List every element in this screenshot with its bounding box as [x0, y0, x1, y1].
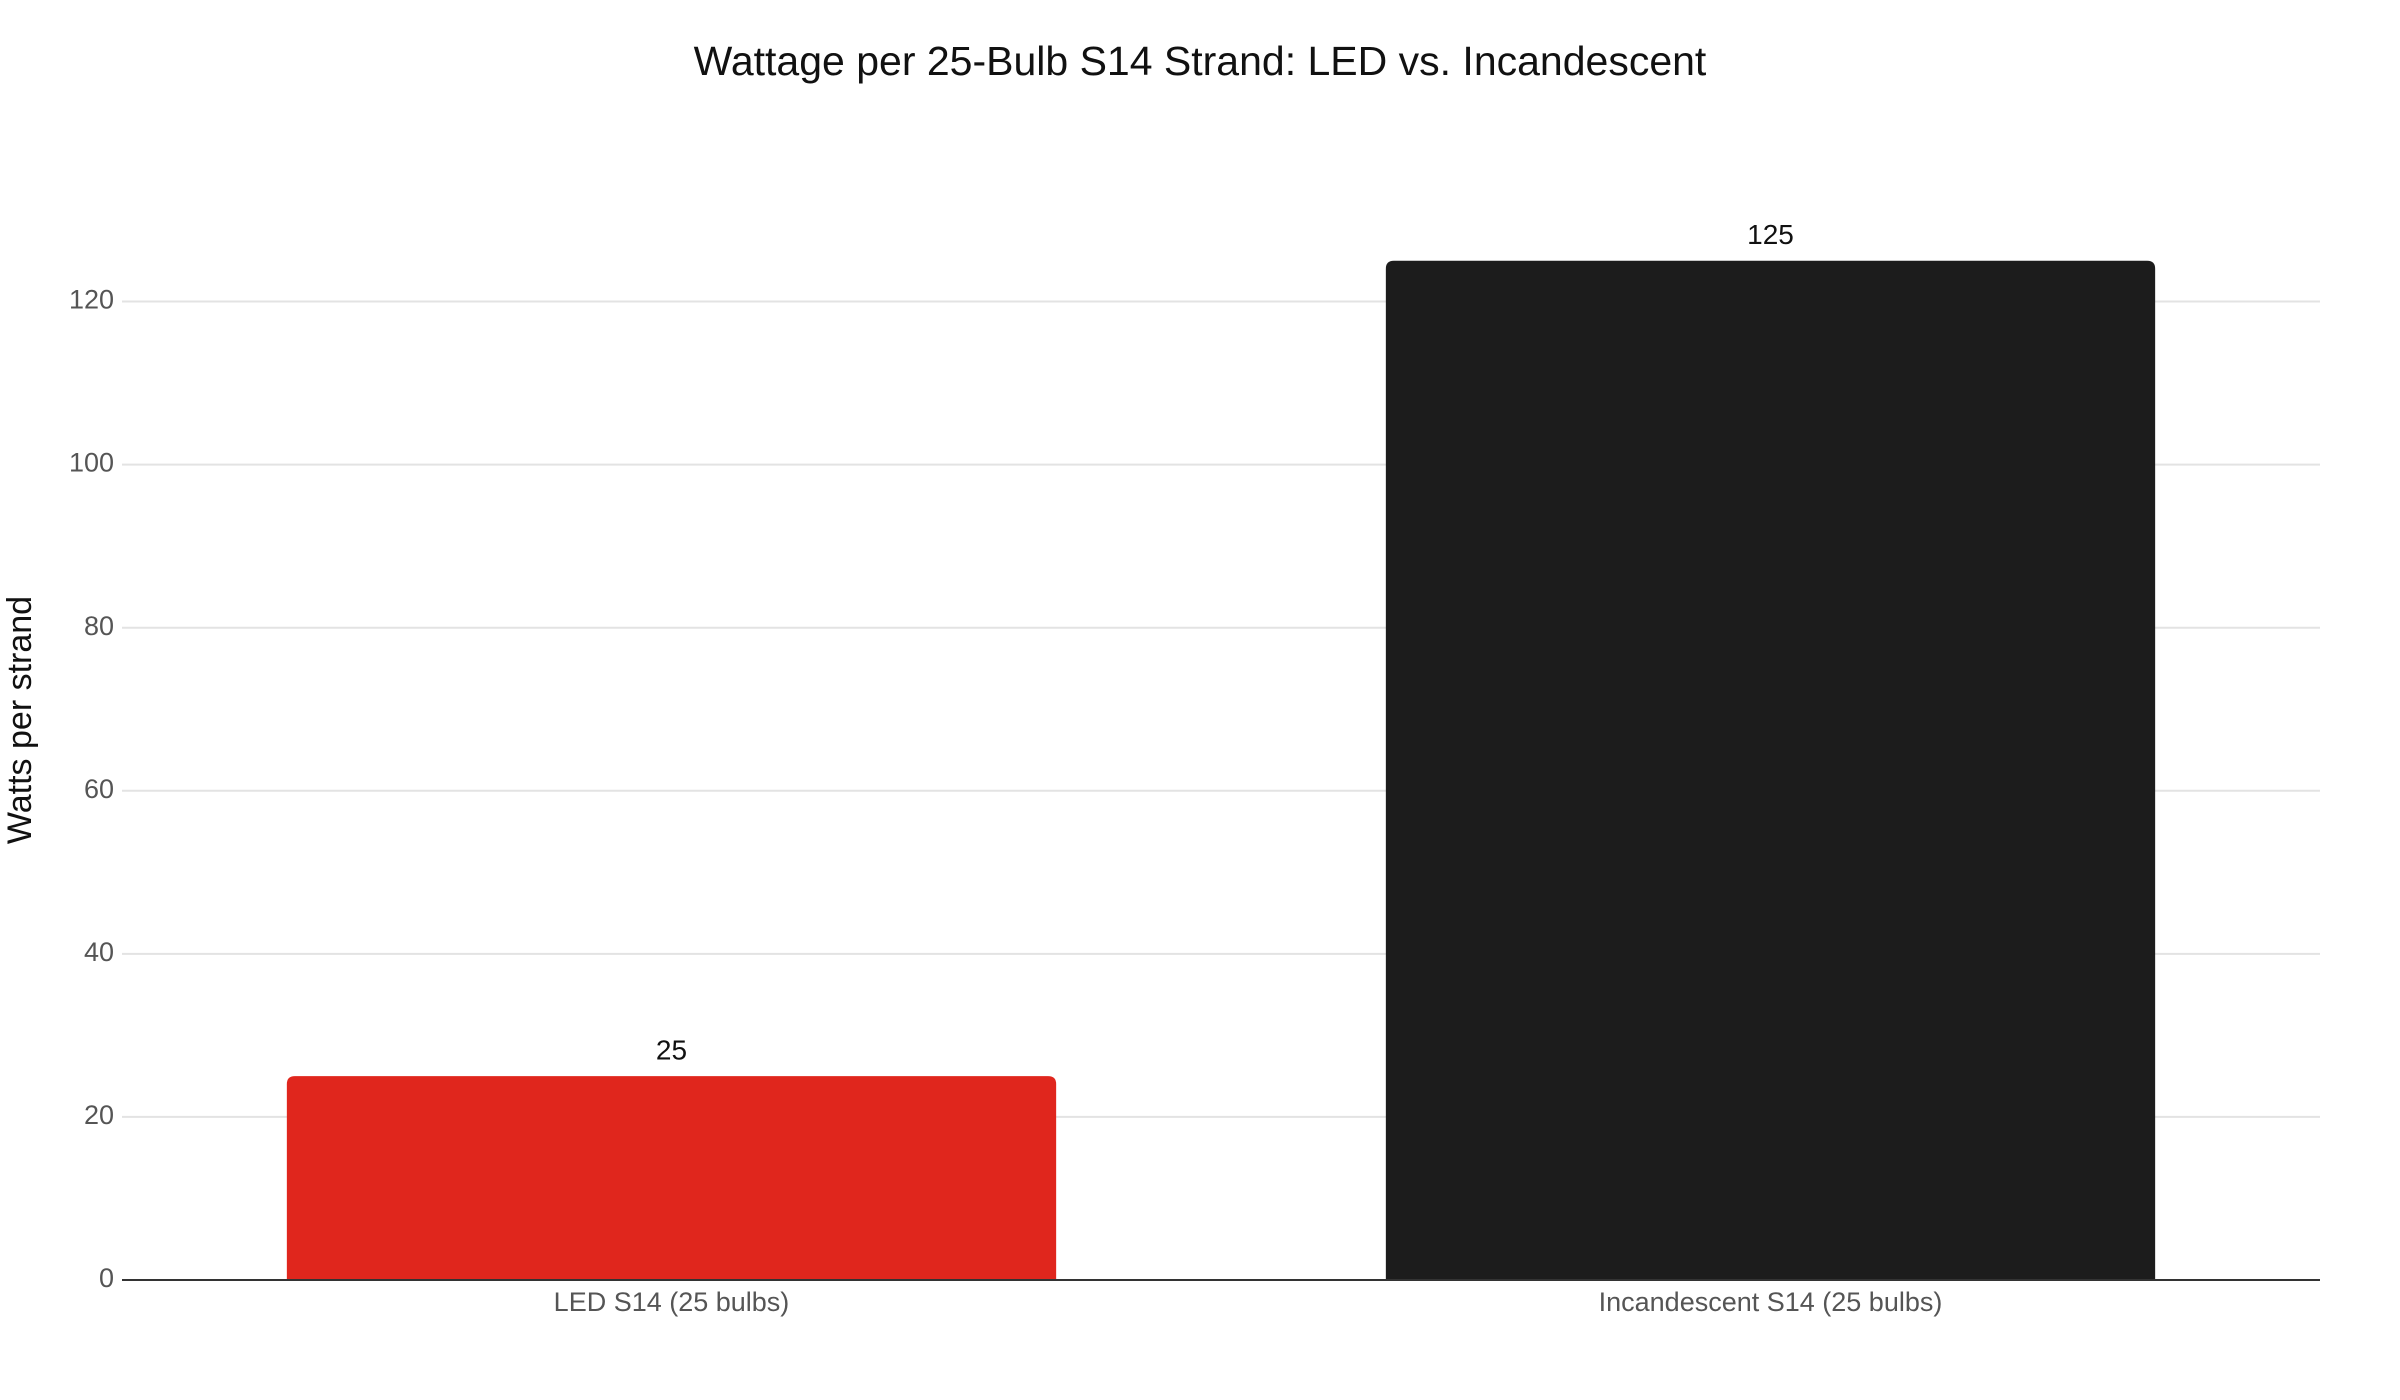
y-tick-label: 0 — [99, 1263, 114, 1293]
x-tick-label: LED S14 (25 bulbs) — [554, 1287, 790, 1317]
x-tick-label: Incandescent S14 (25 bulbs) — [1599, 1287, 1943, 1317]
bar — [1385, 260, 2156, 1280]
y-tick-label: 20 — [84, 1100, 114, 1130]
y-axis-title: Watts per strand — [1, 596, 39, 844]
value-label: 25 — [656, 1035, 687, 1066]
value-label: 125 — [1747, 219, 1794, 250]
y-tick-label: 60 — [84, 774, 114, 804]
y-tick-label: 40 — [84, 937, 114, 967]
y-tick-label: 100 — [69, 448, 114, 478]
chart-title: Wattage per 25-Bulb S14 Strand: LED vs. … — [694, 38, 1707, 84]
y-tick-label: 80 — [84, 611, 114, 641]
y-tick-label: 120 — [69, 285, 114, 315]
bar — [286, 1076, 1057, 1280]
